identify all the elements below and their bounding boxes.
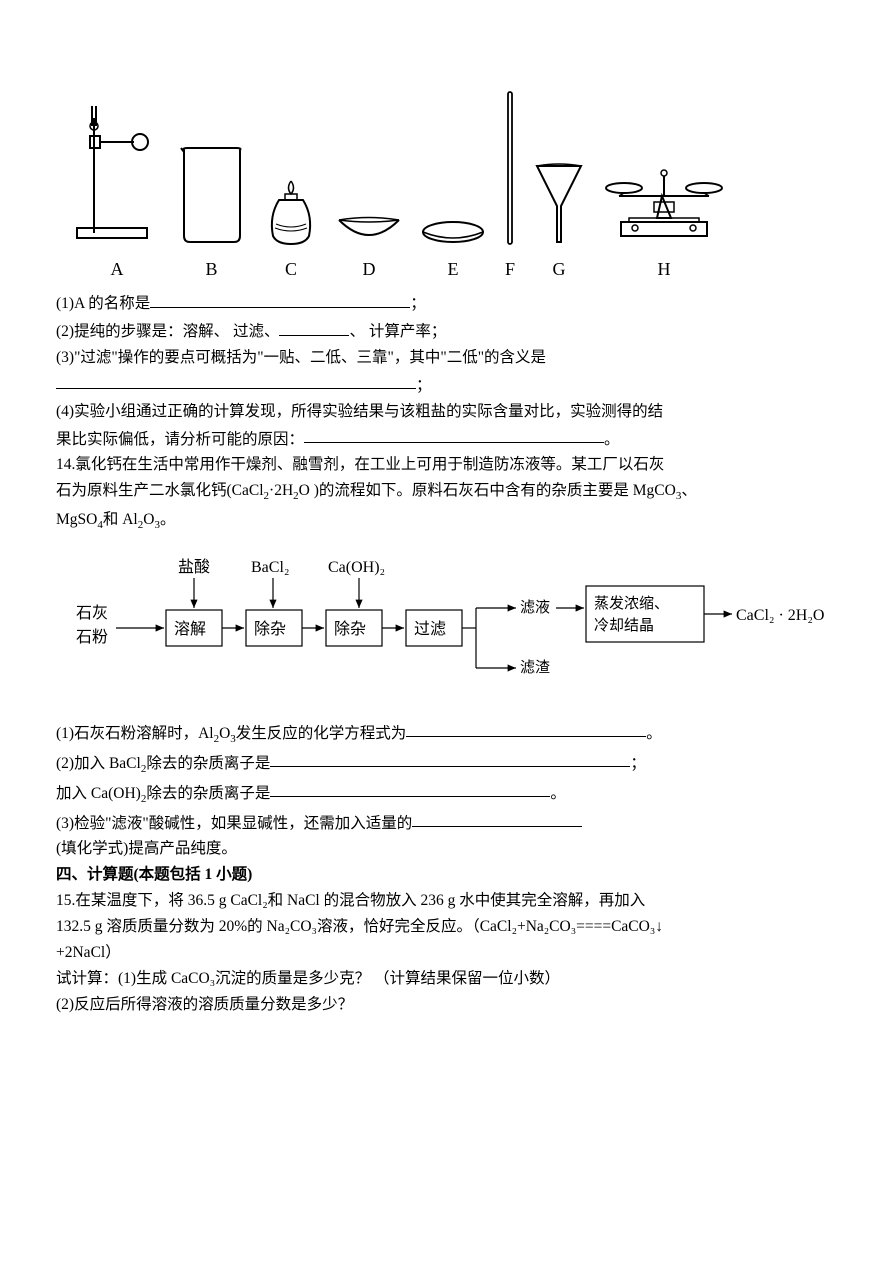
q14-l4-pre: (3)检验"滤液"酸碱性，如果显碱性，还需加入适量的 [56,814,412,831]
q14-l2-pre: (2)加入 BaCl [56,754,141,771]
blank-bacl2 [270,750,630,768]
blank-add [412,810,582,828]
q14-ib4: 、 [681,482,697,499]
flow-b5b: 冷却结晶 [594,617,654,634]
section4-title: 四、计算题(本题包括 1 小题) [56,863,836,887]
apparatus-label-f: F [505,256,515,284]
q14-ic4: 。 [160,511,176,528]
flow-top-1: 盐酸 [178,558,210,576]
q14-ib2: ·2H [269,482,293,499]
apparatus-row: A B C D E [56,28,836,288]
evaporating-dish-icon [333,212,405,248]
q14-l5: (填化学式)提高产品纯度。 [56,837,836,861]
apparatus-label-b: B [205,256,217,284]
q14-l3-end: 。 [550,784,566,801]
apparatus-d: D [333,212,405,284]
flow-top-3: Ca(OH)₂ [328,559,385,576]
flowchart-svg: 盐酸 BaCl₂ Ca(OH)₂ 石灰 石粉 溶解 除杂 除杂 过滤 滤液 滤渣… [56,550,836,700]
q14-l2-end: ； [630,754,646,771]
q1-l2-post: 、 计算产率； [349,323,446,340]
q14-l1-post: 发生反应的化学方程式为 [236,724,407,741]
q1-l3: (3)"过滤"操作的要点可概括为"一贴、二低、三靠"，其中"二低"的含义是 [56,349,546,366]
q14-intro-b: 石为原料生产二水氯化钙(CaCl2·2H2O )的流程如下。原料石灰石中含有的杂… [56,479,836,505]
apparatus-a: A [72,98,162,284]
blank-reason [304,426,604,444]
blank-erdi [56,372,416,390]
q14-l3: 加入 Ca(OH)2除去的杂质离子是。 [56,780,836,808]
q1-l1-post: ； [410,295,426,312]
apparatus-label-d: D [363,256,376,284]
blank-caoh2 [270,780,550,798]
apparatus-label-e: E [448,256,459,284]
glass-rod-icon [501,88,519,248]
q1-l4b-pre: 果比实际偏低，请分析可能的原因： [56,430,304,447]
balance-icon [599,158,729,248]
funnel-icon [531,158,587,248]
q1-l1-pre: (1)A 的名称是 [56,295,150,312]
q1-l2-pre: (2)提纯的步骤是：溶解、 过滤、 [56,323,279,340]
q1-line2: (2)提纯的步骤是：溶解、 过滤、 、 计算产率； [56,318,836,344]
q15-l2: 132.5 g 溶质质量分数为 20%的 Na₂CO₃溶液，恰好完全反应。（Ca… [56,915,836,939]
apparatus-label-g: G [553,256,566,284]
q14-l1-mid: O [219,724,230,741]
q14-l1-pre: (1)石灰石粉溶解时，Al [56,724,214,741]
q14-intro-a: 14.氯化钙在生活中常用作干燥剂、融雪剂，在工业上可用于制造防冻液等。某工厂以石… [56,453,836,477]
blank-al2o3 [406,720,646,738]
q14-ic3: O [143,511,154,528]
flow-b4: 过滤 [414,620,446,638]
q14-ic1: MgSO [56,511,97,528]
q14-l3-pre: 加入 Ca(OH) [56,784,141,801]
q1-l4b-post: 。 [604,430,620,447]
q1-line1: (1)A 的名称是 ； [56,290,836,316]
q15-l1: 15.在某温度下，将 36.5 g CaCl₂和 NaCl 的混合物放入 236… [56,889,836,913]
q14-ib3: O )的流程如下。原料石灰石中含有的杂质主要是 MgCO [299,482,676,499]
q1-line4a: (4)实验小组通过正确的计算发现，所得实验结果与该粗盐的实际含量对比，实验测得的… [56,400,836,424]
watch-glass-icon [417,220,489,248]
blank-step [279,318,349,336]
apparatus-label-h: H [658,256,671,284]
flow-b1: 溶解 [174,620,206,638]
q15-l4: 试计算：(1)生成 CaCO₃沉淀的质量是多少克？ （计算结果保留一位小数） [56,967,836,991]
q14-l2: (2)加入 BaCl2除去的杂质离子是； [56,750,836,778]
q1-line3: (3)"过滤"操作的要点可概括为"一贴、二低、三靠"，其中"二低"的含义是 [56,346,836,370]
apparatus-b: B [174,138,249,284]
q14-l4: (3)检验"滤液"酸碱性，如果显碱性，还需加入适量的 [56,810,836,836]
apparatus-c: C [261,176,321,284]
flow-b5a: 蒸发浓缩、 [594,595,669,612]
alcohol-lamp-icon [261,176,321,248]
beaker-icon [174,138,249,248]
flow-left-2: 石粉 [76,628,108,646]
q15-l3: +2NaCl） [56,941,836,965]
flow-b3: 除杂 [334,620,366,638]
q14-intro-c: MgSO4和 Al2O3。 [56,508,836,534]
flow-top-2: BaCl₂ [251,559,289,576]
q14-ic2: 和 Al [103,511,138,528]
q14-ib1: 石为原料生产二水氯化钙(CaCl [56,482,264,499]
flow-left-1: 石灰 [76,604,108,622]
q14-l1: (1)石灰石粉溶解时，Al2O3发生反应的化学方程式为。 [56,720,836,748]
q1-line3b: ； [56,372,836,398]
q1-l3-post: ； [416,376,432,393]
flow-product: CaCl₂ · 2H₂O [736,607,824,624]
iron-stand-icon [72,98,162,248]
flow-out2: 滤渣 [520,659,550,676]
q14-l2-post: 除去的杂质离子是 [146,754,270,771]
apparatus-f: F [501,88,519,284]
q14-l3-post: 除去的杂质离子是 [146,784,270,801]
q15-l5: (2)反应后所得溶液的溶质质量分数是多少？ [56,993,836,1017]
flow-b2: 除杂 [254,620,286,638]
apparatus-label-c: C [285,256,297,284]
apparatus-g: G [531,158,587,284]
flowchart-region: 盐酸 BaCl₂ Ca(OH)₂ 石灰 石粉 溶解 除杂 除杂 过滤 滤液 滤渣… [56,550,836,708]
flow-out1: 滤液 [520,599,550,616]
apparatus-h: H [599,158,729,284]
blank-a-name [150,290,410,308]
q1-line4b: 果比实际偏低，请分析可能的原因： 。 [56,426,836,452]
q14-l1-end: 。 [646,724,662,741]
apparatus-label-a: A [111,256,124,284]
apparatus-e: E [417,220,489,284]
